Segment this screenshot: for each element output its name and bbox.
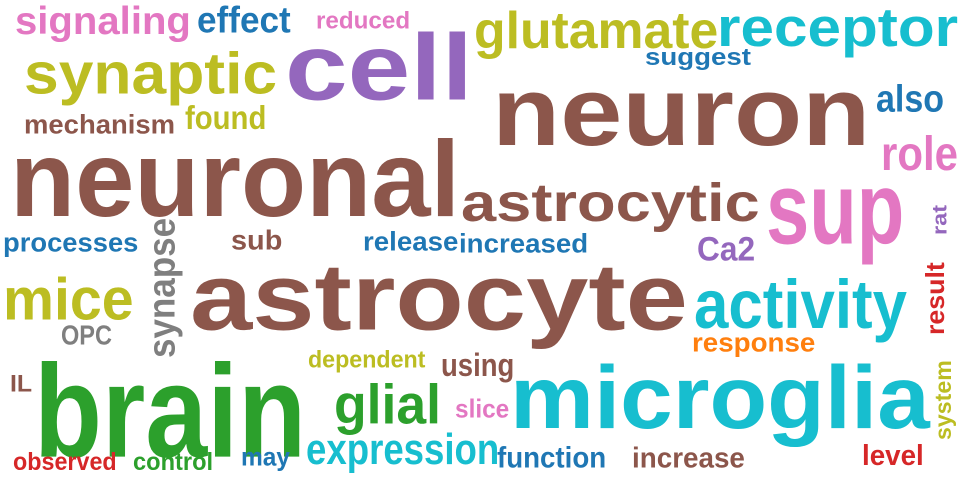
word-neuronal: neuronal [10, 118, 461, 240]
word-receptor: receptor [717, 0, 959, 58]
word-slice: slice [455, 394, 510, 423]
word-rat: rat [928, 204, 951, 235]
word-increased: increased [459, 229, 589, 259]
word-system: system [929, 360, 957, 440]
word-level: level [862, 440, 924, 472]
word-observed: observed [13, 447, 117, 476]
word-suggest: suggest [645, 44, 752, 71]
word-sup: sup [766, 152, 905, 266]
word-opc: OPC [61, 320, 113, 351]
word-release: release [363, 227, 459, 257]
word-mechanism: mechanism [24, 110, 176, 140]
word-reduced: reduced [316, 6, 411, 34]
word-expression: expression [306, 425, 500, 474]
word-using: using [441, 347, 515, 383]
word-signaling: signaling [15, 0, 191, 43]
word-increase: increase [632, 441, 745, 474]
word-il: IL [10, 369, 33, 397]
word-astrocytic: astrocytic [461, 172, 760, 233]
word-synaptic: synaptic [24, 41, 278, 107]
word-sub: sub [231, 225, 283, 256]
word-function: function [497, 440, 607, 474]
word-brain: brain [34, 337, 307, 480]
word-ca2: Ca2 [697, 229, 756, 268]
word-glial: glial [334, 373, 442, 436]
word-astrocyte: astrocyte [190, 244, 688, 350]
word-mice: mice [3, 266, 134, 333]
word-neuron: neuron [492, 57, 871, 166]
word-activity: activity [694, 265, 908, 343]
word-synapse: synapse [141, 217, 183, 358]
word-result: result [920, 262, 950, 335]
word-microglia: microglia [510, 347, 930, 448]
word-may: may [241, 442, 291, 471]
word-control: control [133, 447, 214, 476]
word-cell: cell [285, 14, 473, 120]
word-found: found [185, 100, 267, 137]
word-processes: processes [3, 228, 139, 258]
word-effect: effect [197, 0, 291, 41]
word-role: role [881, 128, 959, 181]
word-glutamate: glutamate [474, 0, 719, 60]
word-dependent: dependent [308, 345, 426, 373]
word-also: also [876, 78, 945, 120]
word-response: response [692, 328, 816, 358]
